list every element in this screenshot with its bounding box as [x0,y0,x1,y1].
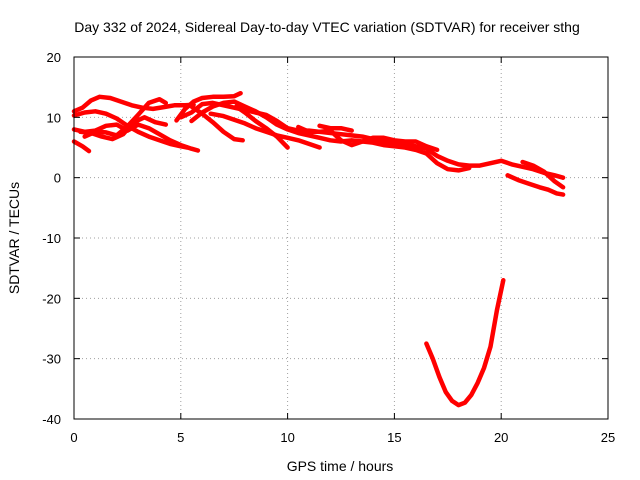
series-line-arc-2 [174,90,243,123]
series-line-arc-13 [296,124,440,153]
x-tick-label: 25 [601,430,615,445]
x-tick-label: 15 [387,430,401,445]
series-line-arc-1 [71,94,196,114]
grid [74,57,608,419]
series-line-arc-14 [317,123,354,133]
y-tick-label: -30 [42,352,61,367]
series-line-arc-7 [78,115,169,142]
x-tick-label: 10 [280,430,294,445]
x-axis-label: GPS time / hours [287,458,394,474]
y-tick-label: -20 [42,291,61,306]
y-axis-label: SDTVAR / TECUs [6,182,22,294]
series-line-arc-12 [234,104,290,150]
series-line-arc-9 [189,99,472,173]
chart-title: Day 332 of 2024, Sidereal Day-to-day VTE… [74,19,580,35]
x-tick-label: 20 [494,430,508,445]
y-tick-label: -10 [42,231,61,246]
series-line-arc-10 [208,111,322,150]
series-line-arc-15 [505,173,566,197]
y-tick-label: -40 [42,412,61,427]
x-tick-label: 5 [177,430,184,445]
series-line-arc-17 [424,277,506,408]
y-tick-label: 10 [47,110,61,125]
series-line-arc-5 [71,139,92,154]
data-series [71,90,566,408]
series-line-arc-16 [520,159,566,190]
x-tick-label: 0 [70,430,77,445]
axis-ticks: 0 5 10 15 20 25 -40 -30 -20 -10 0 10 20 [42,50,615,445]
y-tick-label: 0 [54,171,61,186]
series-line-arc-11 [189,104,245,143]
y-tick-label: 20 [47,50,61,65]
